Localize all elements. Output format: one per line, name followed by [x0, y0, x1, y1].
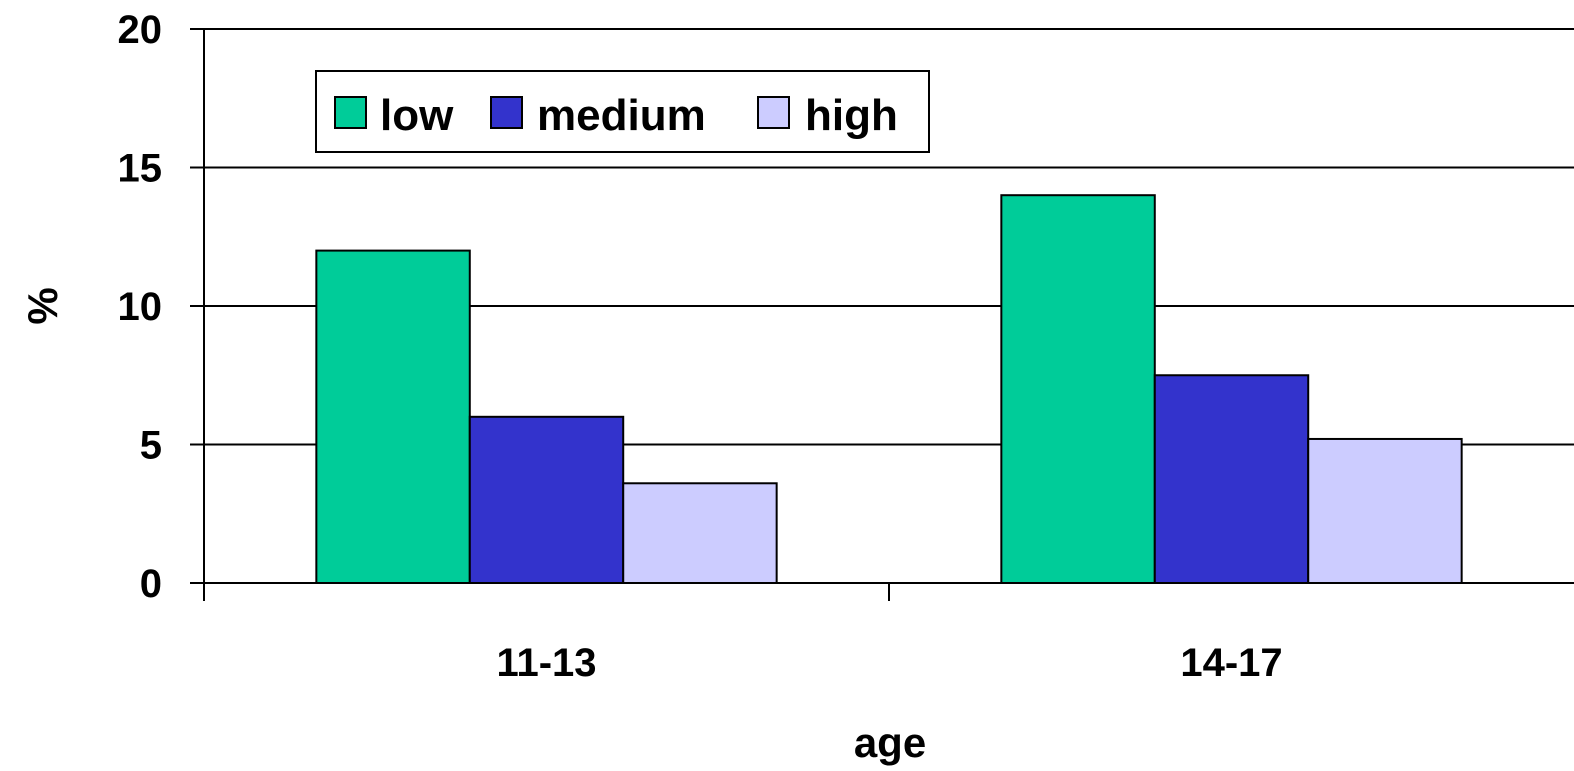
bar-medium-14-17 — [1153, 374, 1310, 584]
bars — [315, 194, 1463, 584]
bar-high-11-13 — [622, 482, 778, 584]
bar-low-14-17 — [1000, 194, 1156, 584]
tick-labels: 0 5 10 15 20 11-13 14-17 — [118, 8, 1283, 685]
x-tick-label: 14-17 — [1180, 641, 1282, 685]
x-tick-label: 11-13 — [496, 641, 596, 685]
y-tick-label: 0 — [140, 562, 162, 606]
bar-low-11-13 — [315, 249, 471, 584]
y-axis-title: % — [19, 287, 66, 324]
legend-box — [315, 70, 930, 153]
legend: low medium high — [315, 70, 930, 153]
bar-medium-11-13 — [468, 415, 625, 584]
bar-high-14-17 — [1307, 437, 1463, 584]
legend-swatch-low — [334, 96, 367, 129]
x-axis-title: age — [854, 719, 926, 766]
y-tick-label: 15 — [118, 147, 163, 191]
legend-label-medium: medium — [537, 91, 706, 140]
y-tick-label: 5 — [140, 424, 162, 468]
y-tick-label: 20 — [118, 8, 163, 52]
legend-label-high: high — [805, 91, 898, 140]
legend-swatch-high — [757, 96, 790, 129]
legend-label-low: low — [380, 91, 454, 140]
legend-swatch-medium — [490, 96, 523, 129]
y-tick-label: 10 — [118, 285, 163, 329]
